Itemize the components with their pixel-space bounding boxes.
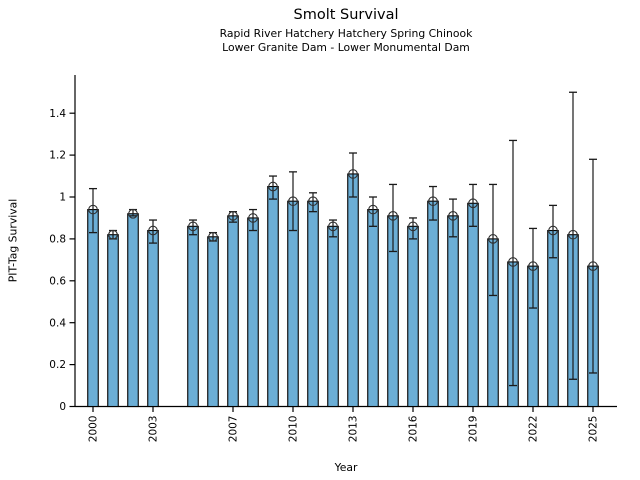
bar-2002 <box>127 213 139 408</box>
marker-2006 <box>208 231 218 242</box>
x-axis-label: Year <box>334 461 358 474</box>
marker-2024 <box>568 229 578 240</box>
bar-2010 <box>287 200 299 408</box>
bar-2018 <box>447 215 459 408</box>
marker-2017 <box>428 196 438 207</box>
marker-2010 <box>288 196 298 207</box>
x-tick-label: 2003 <box>148 416 160 443</box>
bar-2000 <box>87 209 99 408</box>
bar-2012 <box>327 225 339 408</box>
y-tick-label: 1.4 <box>49 108 66 120</box>
bar-2019 <box>467 202 479 408</box>
y-tick-label: 0.4 <box>49 317 66 329</box>
x-tick-label: 2025 <box>588 416 600 443</box>
marker-2016 <box>408 221 418 232</box>
x-tick-label: 2007 <box>228 416 240 443</box>
chart-subtitle-line2: Lower Granite Dam - Lower Monumental Dam <box>222 40 470 54</box>
bar-2008 <box>247 217 259 408</box>
marker-2008 <box>248 213 258 223</box>
x-tick-label: 2022 <box>528 416 540 443</box>
marker-2009 <box>268 181 278 192</box>
chart-title: Smolt Survival <box>293 7 399 23</box>
y-tick-label: 0 <box>59 401 66 413</box>
marker-2001 <box>108 229 118 240</box>
marker-2018 <box>448 211 458 221</box>
marker-2007 <box>228 211 238 221</box>
x-tick-label: 2000 <box>88 416 100 443</box>
marker-2022 <box>528 261 538 271</box>
marker-2011 <box>308 196 318 207</box>
bar-2016 <box>407 225 419 408</box>
marker-2000 <box>88 204 98 215</box>
title-block: Smolt Survival Rapid River Hatchery Hatc… <box>75 6 617 54</box>
marker-2002 <box>128 208 138 219</box>
marker-2015 <box>388 211 398 221</box>
bar-2007 <box>227 215 239 408</box>
x-tick-label: 2019 <box>468 416 480 443</box>
bar-2017 <box>427 200 439 408</box>
marker-2003 <box>148 225 158 236</box>
bar-2011 <box>307 200 319 408</box>
y-tick-label: 1.2 <box>49 150 66 162</box>
marker-2013 <box>348 169 358 179</box>
chart-subtitle-line1: Rapid River Hatchery Hatchery Spring Chi… <box>219 27 473 41</box>
marker-2020 <box>488 234 498 244</box>
bar-2013 <box>347 173 359 408</box>
y-tick-label: 0.2 <box>49 359 66 371</box>
bar-2009 <box>267 185 279 408</box>
marker-2005 <box>188 221 198 232</box>
y-tick-label: 0.8 <box>49 234 66 246</box>
marker-2014 <box>368 204 378 215</box>
x-tick-label: 2013 <box>348 416 360 443</box>
marker-2023 <box>548 225 558 236</box>
bar-2006 <box>207 236 219 408</box>
y-tick-label: 0.6 <box>49 275 66 287</box>
bar-2014 <box>367 209 379 408</box>
marker-2025 <box>588 261 598 271</box>
marker-2021 <box>508 257 518 267</box>
y-tick-label: 1 <box>59 192 66 204</box>
bar-2005 <box>187 225 199 408</box>
x-tick-label: 2010 <box>288 416 300 443</box>
marker-2012 <box>328 221 338 232</box>
marker-2019 <box>468 198 478 209</box>
x-tick-label: 2016 <box>408 415 420 442</box>
bar-2001 <box>107 234 119 408</box>
bar-2003 <box>147 229 159 408</box>
